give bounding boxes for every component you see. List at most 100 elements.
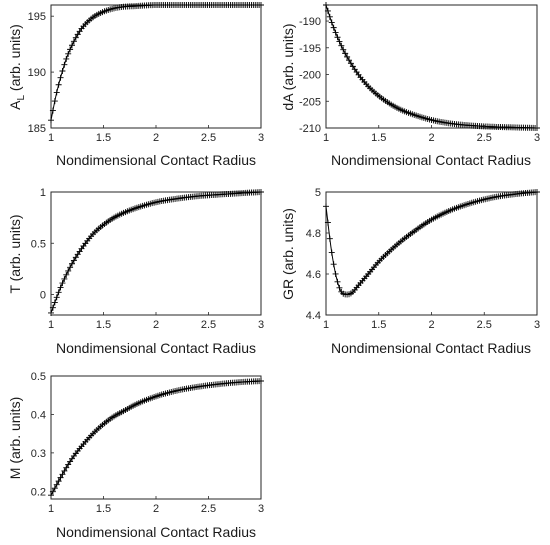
y-tick-labels: 0.2 0.3 0.4 0.5: [31, 371, 54, 498]
data-point-plus: [334, 278, 341, 285]
data-point-plus: [534, 189, 540, 195]
x-tick-label: 2: [153, 503, 159, 515]
plot-frame: [325, 4, 538, 129]
y-axis-label: GR (arb. units): [280, 208, 296, 300]
data-point-plus: [59, 471, 66, 478]
y-tick-labels: -190 -195 -200 -205 -210: [299, 16, 329, 135]
y-axis-label: dA (arb. units): [280, 23, 296, 110]
data-point-plus: [328, 19, 335, 26]
x-tick-label: 2: [428, 319, 434, 331]
x-tick-label: 2.5: [477, 132, 492, 144]
panel-gr: 1 1.5 2 2.5 3 4.4 4.6 4.8 5 Nondimensional Cont…: [280, 187, 540, 356]
y-tick-label: 0.5: [31, 371, 46, 383]
plot-frame: [325, 191, 538, 316]
data-point-plus: [67, 46, 74, 53]
data-point-plus: [48, 117, 54, 124]
y-tick-label: 4.4: [306, 310, 321, 322]
data-point-plus: [53, 481, 60, 488]
data-point-plus: [63, 464, 70, 471]
x-tick-label: 2.5: [477, 319, 492, 331]
y-axis-label: T (arb. units): [7, 214, 23, 293]
panel-m: 1 1.5 2 2.5 3 0.2 0.3 0.4 0.5 Nondimensional Co…: [7, 371, 264, 540]
data-point-plus: [57, 74, 64, 81]
x-tick-label: 1.5: [96, 503, 111, 515]
x-tick-label: 1: [48, 503, 54, 515]
x-tick-labels: 1 1.5 2 2.5 3: [48, 125, 264, 144]
y-axis-label: AL (arb. units): [7, 24, 27, 110]
data-point-plus: [55, 289, 62, 296]
x-tick-label: 2: [153, 319, 159, 331]
y-label-suffix: (arb. units): [7, 24, 23, 95]
data-point-plus: [51, 299, 58, 306]
data-point-plus: [53, 89, 60, 96]
x-tick-labels: 1 1.5 2 2.5 3: [323, 312, 540, 331]
y-label-main: A: [7, 100, 23, 110]
y-tick-label: 0.3: [31, 448, 46, 460]
data-point-plus: [55, 81, 62, 88]
data-point-plus: [69, 260, 75, 267]
y-tick-label: 0: [40, 290, 46, 302]
data-point-plus: [324, 219, 331, 226]
x-axis-label: Nondimensional Contact Radius: [56, 524, 256, 540]
data-point-plus: [74, 31, 81, 38]
data-point-plus: [342, 50, 349, 57]
data-point-plus: [49, 107, 56, 114]
data-point-plus: [340, 46, 347, 53]
y-tick-label: 0.2: [31, 486, 46, 498]
data-point-plus: [346, 57, 353, 64]
data-point-plus: [65, 267, 72, 274]
data-point-plus: [336, 38, 343, 45]
x-tick-label: 2: [153, 132, 159, 144]
x-tick-labels: 1 1.5 2 2.5 3: [48, 312, 264, 331]
data-point-plus: [57, 284, 64, 291]
data-point-plus: [53, 294, 60, 301]
y-tick-labels: 4.4 4.6 4.8 5: [306, 187, 329, 322]
panel-da: 1 1.5 2 2.5 3 -190 -195 -200 -205 -210 Nondimens…: [280, 2, 540, 168]
data-point-plus: [258, 2, 264, 8]
x-tick-label: 1: [48, 319, 54, 331]
x-tick-label: 3: [258, 503, 264, 515]
y-tick-label: -195: [299, 43, 321, 55]
x-tick-label: 1: [48, 132, 54, 144]
panel-al: 1 1.5 2 2.5 3 185 190 195 Nondimensional Conta…: [7, 2, 264, 168]
x-tick-label: 1.5: [371, 319, 386, 331]
x-axis-label: Nondimensional Contact Radius: [331, 340, 531, 356]
x-tick-label: 3: [534, 132, 540, 144]
y-tick-label: 4.8: [306, 228, 321, 240]
x-tick-label: 2.5: [201, 503, 216, 515]
y-label-subscript: L: [16, 95, 27, 101]
x-tick-labels: 1 1.5 2 2.5 3: [48, 496, 264, 515]
data-point-plus: [330, 24, 337, 31]
data-point-plus: [57, 474, 64, 481]
y-tick-labels: 00.51: [31, 187, 54, 302]
data-point-plus: [61, 467, 68, 474]
y-tick-labels: 185 190 195: [28, 11, 54, 135]
x-axis-label: Nondimensional Contact Radius: [56, 152, 256, 168]
y-tick-label: 0.5: [31, 238, 46, 250]
x-tick-label: 1.5: [96, 132, 111, 144]
data-point-plus: [347, 60, 354, 67]
data-point-plus: [258, 189, 264, 195]
data-point-plus: [323, 203, 329, 210]
data-point-plus: [336, 284, 343, 291]
data-point-plus: [338, 42, 345, 49]
y-tick-label: 195: [28, 11, 46, 23]
data-point-plus: [63, 55, 70, 62]
data-point-plus: [70, 38, 77, 45]
series-marks: [48, 2, 264, 124]
x-tick-label: 1.5: [371, 132, 386, 144]
data-point-plus: [65, 461, 72, 468]
x-axis-label: Nondimensional Contact Radius: [331, 152, 531, 168]
x-tick-label: 1.5: [96, 319, 111, 331]
y-tick-label: -200: [299, 70, 321, 82]
x-tick-label: 2.5: [201, 132, 216, 144]
x-tick-label: 2.5: [201, 319, 216, 331]
data-point-plus: [63, 271, 70, 278]
data-point-plus: [59, 280, 66, 287]
series-marks: [323, 189, 540, 298]
data-point-plus: [51, 98, 58, 105]
x-tick-label: 1: [323, 319, 329, 331]
data-point-plus: [344, 53, 351, 60]
series-marks: [48, 189, 264, 316]
